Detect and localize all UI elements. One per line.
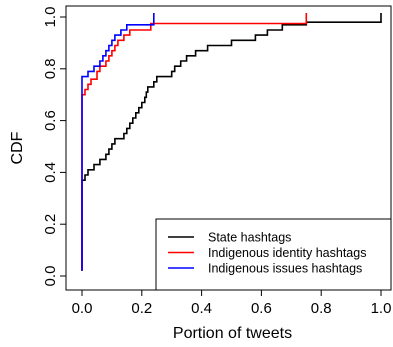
y-tick-label: 0.4 — [42, 162, 59, 183]
x-axis-title: Portion of tweets — [173, 325, 292, 342]
series-line-indigenous-issues-hashtags — [81, 13, 155, 271]
legend-label-indigenous-identity-hashtags: Indigenous identity hashtags — [208, 246, 366, 260]
x-tick-label: 1.0 — [371, 300, 392, 317]
y-tick-label: 1.0 — [42, 7, 59, 28]
x-axis: 0.0 0.2 0.4 0.6 0.8 1.0 — [72, 290, 392, 317]
y-tick-label: 0.6 — [42, 110, 59, 131]
legend-label-indigenous-issues-hashtags: Indigenous issues hashtags — [208, 262, 362, 276]
x-tick-label: 0.0 — [72, 300, 93, 317]
y-axis-title: CDF — [9, 131, 26, 164]
x-tick-label: 0.8 — [311, 300, 332, 317]
y-tick-label: 0.2 — [42, 214, 59, 235]
x-tick-label: 0.6 — [251, 300, 272, 317]
legend-label-state-hashtags: State hashtags — [208, 231, 291, 245]
series-line-indigenous-identity-hashtags — [81, 13, 308, 271]
y-axis: 0.0 0.2 0.4 0.6 0.8 1.0 — [42, 7, 66, 287]
x-tick-label: 0.4 — [191, 300, 212, 317]
y-tick-label: 0.0 — [42, 266, 59, 287]
x-tick-label: 0.2 — [131, 300, 152, 317]
series-layer — [81, 13, 382, 271]
series-line-state-hashtags — [81, 13, 382, 271]
y-tick-label: 0.8 — [42, 58, 59, 79]
legend-box — [155, 218, 392, 291]
